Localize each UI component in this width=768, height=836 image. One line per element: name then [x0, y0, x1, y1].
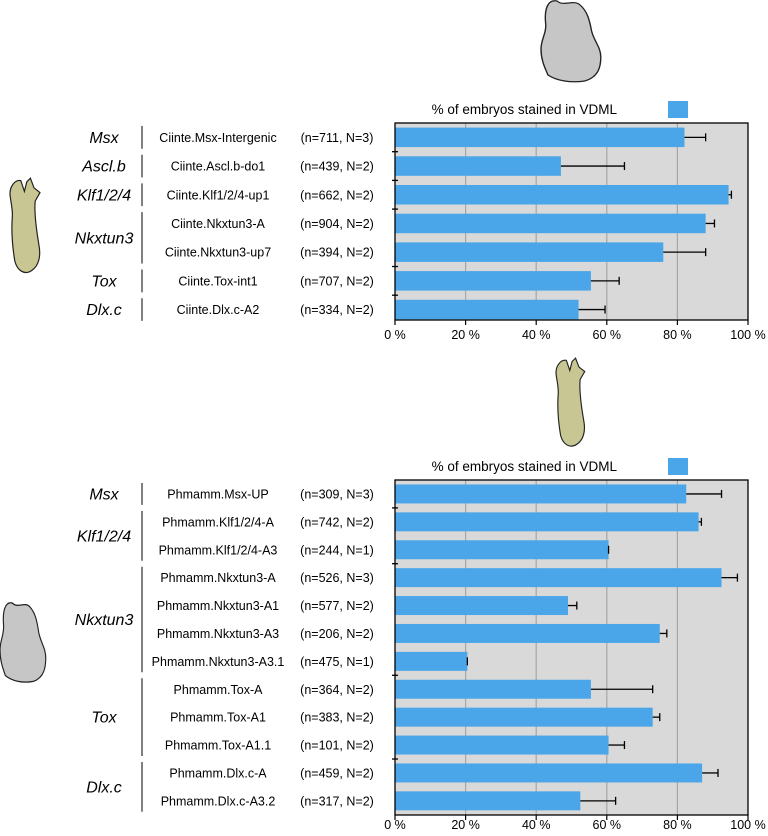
construct-label: Phmamm.Dlx.c-A [169, 766, 267, 780]
gene-label: Dlx.c [86, 302, 122, 319]
gene-label: Dlx.c [86, 779, 122, 796]
bar [395, 213, 706, 234]
gene-label: Nkxtun3 [75, 230, 134, 247]
x-tick-label: 0 % [384, 818, 406, 832]
construct-label: Phmamm.Tox-A1.1 [165, 739, 271, 753]
bar [395, 484, 687, 504]
sample-size-label: (n=334, N=2) [300, 303, 374, 317]
sample-size-label: (n=309, N=3) [300, 487, 374, 501]
x-tick-label: 80 % [663, 328, 692, 342]
plot-background [395, 480, 748, 815]
bar [395, 156, 561, 176]
legend-swatch [668, 458, 688, 475]
bar [395, 127, 685, 148]
construct-label: Phmamm.Tox-A [174, 683, 264, 697]
sample-size-label: (n=459, N=2) [300, 766, 374, 780]
construct-label: Phmamm.Tox-A1 [170, 711, 266, 725]
construct-label: Ciinte.Dlx.c-A2 [177, 303, 260, 317]
gene-label: Tox [91, 710, 117, 727]
bar [395, 242, 664, 262]
bottom-side-gray-embryo-icon [0, 602, 47, 683]
construct-label: Ciinte.Tox-int1 [178, 274, 257, 288]
sample-size-label: (n=662, N=2) [300, 188, 374, 202]
bottom-legend-tan-embryo-icon [555, 357, 586, 447]
bar [395, 184, 729, 205]
construct-label: Ciinte.Klf1/2/4-up1 [167, 188, 270, 202]
bar [395, 651, 468, 671]
bottom-panel-phallusia: % of embryos stained in VDML Phmamm.Msx-U… [75, 458, 766, 832]
bar [395, 623, 660, 643]
x-tick-label: 40 % [522, 328, 551, 342]
sample-size-label: (n=317, N=2) [300, 794, 374, 808]
x-tick-label: 20 % [451, 818, 480, 832]
x-tick-label: 60 % [593, 328, 622, 342]
gene-label: Tox [91, 273, 117, 290]
top-legend-gray-embryo-icon [540, 0, 602, 83]
sample-size-label: (n=439, N=2) [300, 160, 374, 174]
sample-size-label: (n=904, N=2) [300, 217, 374, 231]
x-tick-label: 0 % [384, 328, 406, 342]
x-tick-label: 60 % [593, 818, 622, 832]
sample-size-label: (n=244, N=1) [300, 543, 374, 557]
plot-frame [394, 122, 749, 321]
bar [395, 512, 699, 532]
construct-label: Ciinte.Ascl.b-do1 [171, 160, 266, 174]
x-tick-label: 80 % [663, 818, 692, 832]
x-tick-label: 100 % [730, 328, 765, 342]
construct-label: Phmamm.Msx-UP [167, 487, 268, 501]
sample-size-label: (n=364, N=2) [300, 683, 374, 697]
sample-size-label: (n=475, N=1) [300, 655, 374, 669]
bar [395, 540, 609, 560]
bar [395, 679, 591, 699]
legend-label: % of embryos stained in VDML [432, 102, 618, 117]
gene-label: Klf1/2/4 [77, 187, 131, 204]
gene-label: Ascl.b [81, 159, 126, 176]
x-tick-label: 20 % [451, 328, 480, 342]
bar [395, 763, 703, 783]
bar [395, 299, 579, 320]
gene-label: Klf1/2/4 [77, 528, 131, 545]
bar [395, 791, 581, 811]
bar [395, 735, 609, 755]
sample-size-label: (n=383, N=2) [300, 711, 374, 725]
construct-label: Phmamm.Dlx.c-A3.2 [161, 794, 276, 808]
plot-frame [394, 479, 749, 816]
x-tick-label: 100 % [730, 818, 765, 832]
gene-label: Msx [89, 130, 119, 147]
sample-size-label: (n=707, N=2) [300, 274, 374, 288]
gene-label: Nkxtun3 [75, 612, 134, 629]
construct-label: Phmamm.Nkxtun3-A [160, 571, 276, 585]
sample-size-label: (n=526, N=3) [300, 571, 374, 585]
construct-label: Phmamm.Nkxtun3-A1 [157, 599, 279, 613]
construct-label: Phmamm.Klf1/2/4-A [162, 515, 275, 529]
top-side-tan-embryo-icon [9, 177, 41, 274]
bar [395, 707, 653, 727]
bar [395, 596, 568, 616]
sample-size-label: (n=101, N=2) [300, 739, 374, 753]
construct-label: Ciinte.Msx-Intergenic [159, 131, 276, 145]
sample-size-label: (n=206, N=2) [300, 627, 374, 641]
sample-size-label: (n=394, N=2) [300, 246, 374, 260]
bar [395, 568, 722, 588]
construct-label: Ciinte.Nkxtun3-A [171, 217, 265, 231]
sample-size-label: (n=742, N=2) [300, 515, 374, 529]
gene-label: Msx [89, 486, 119, 503]
sample-size-label: (n=577, N=2) [300, 599, 374, 613]
construct-label: Phmamm.Nkxtun3-A3.1 [152, 655, 285, 669]
x-tick-label: 40 % [522, 818, 551, 832]
sample-size-label: (n=711, N=3) [301, 131, 374, 145]
legend-label: % of embryos stained in VDML [432, 459, 618, 474]
construct-label: Ciinte.Nkxtun3-up7 [165, 246, 271, 260]
construct-label: Phmamm.Nkxtun3-A3 [157, 627, 279, 641]
construct-label: Phmamm.Klf1/2/4-A3 [159, 543, 278, 557]
bar [395, 271, 591, 291]
legend-swatch [668, 101, 688, 118]
top-panel-ciona: % of embryos stained in VDML Ciinte.Msx-I… [75, 101, 766, 342]
